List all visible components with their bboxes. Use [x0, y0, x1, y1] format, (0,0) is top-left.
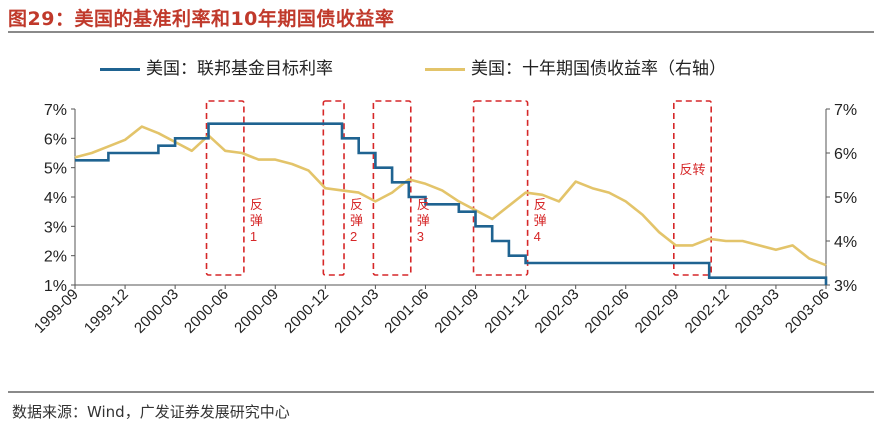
left-axis-tick-label: 2%: [44, 249, 67, 266]
annotation-box: [205, 100, 245, 276]
x-axis-tick-label: 2003-06: [782, 286, 833, 337]
right-axis-tick-label: 5%: [834, 190, 857, 207]
x-axis-tick-label: 2002-09: [632, 286, 683, 337]
x-axis-tick-label: 2002-03: [532, 286, 583, 337]
annotation-label: 反转: [679, 162, 705, 177]
annotation-box: [672, 100, 712, 276]
left-axis-tick-label: 6%: [44, 131, 67, 148]
right-axis-tick-label: 6%: [834, 146, 857, 163]
x-axis-tick-label: 2000-09: [231, 286, 282, 337]
x-axis-tick-label: 2000-06: [181, 286, 232, 337]
left-axis-tick-label: 3%: [44, 219, 67, 236]
annotation-label: 反弹 4: [534, 197, 547, 244]
annotation-label: 反弹 1: [250, 197, 263, 244]
x-axis-tick-label: 2002-06: [582, 286, 633, 337]
x-axis-tick-label: 2002-12: [682, 286, 733, 337]
source-divider: [8, 391, 874, 393]
right-axis-tick-label: 7%: [834, 102, 857, 119]
x-axis-tick-label: 2000-12: [281, 286, 332, 337]
legend-label-fed-rate: 美国：联邦基金目标利率: [146, 59, 333, 79]
x-axis-tick-label: 2000-03: [131, 286, 182, 337]
x-axis-tick-label: 2001-06: [381, 286, 432, 337]
series-line-fed-funds-rate: [75, 122, 828, 285]
left-axis-tick-label: 1%: [44, 278, 67, 295]
legend-label-10y-yield: 美国：十年期国债收益率（右轴）: [471, 59, 726, 79]
right-axis-tick-label: 4%: [834, 234, 857, 251]
left-axis-tick-label: 7%: [44, 102, 67, 119]
right-axis-tick-label: 3%: [834, 278, 857, 295]
x-axis-tick-label: 2001-03: [331, 286, 382, 337]
annotation-label: 反弹 3: [417, 197, 430, 244]
figure-title: 图29：美国的基准利率和10年期国债收益率: [8, 8, 395, 30]
rate-chart: 1%2%3%4%5%6%7%3%4%5%6%7%1999-09 1999-12 20…: [31, 100, 857, 337]
x-axis-tick-label: 2001-09: [431, 286, 482, 337]
x-axis-tick-label: 1999-12: [81, 286, 132, 337]
legend-swatch-fed-rate: [100, 68, 140, 71]
x-axis-tick-label: 2001-12: [481, 286, 532, 337]
annotation-box: [372, 100, 412, 276]
title-divider: [8, 31, 874, 33]
annotation-box: [472, 100, 529, 276]
legend-swatch-10y-yield: [425, 68, 465, 71]
left-axis-tick-label: 5%: [44, 161, 67, 178]
series-line-10y-yield: [74, 125, 827, 267]
data-source: 数据来源：Wind，广发证券发展研究中心: [12, 403, 290, 421]
annotation-box: [322, 100, 345, 276]
left-axis-tick-label: 4%: [44, 190, 67, 207]
x-axis-tick-label: 2003-03: [732, 286, 783, 337]
annotation-label: 反弹 2: [350, 197, 363, 244]
